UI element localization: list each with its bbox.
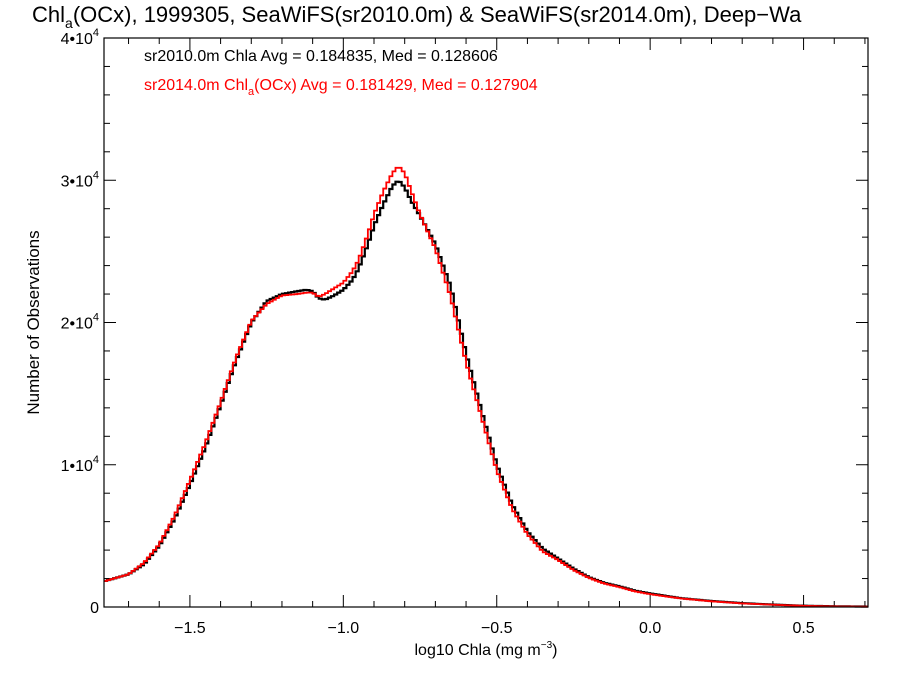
chart-title-main: Chl [32, 2, 65, 27]
y-tick-label-exponent: 4 [93, 312, 99, 324]
x-tick-label: 0.5 [792, 620, 814, 637]
x-tick-label: −0.5 [481, 620, 513, 637]
y-tick-label-base: 2•10 [61, 316, 93, 333]
legend-entry-text: sr2014.0m Chl [144, 77, 248, 94]
series-sr2010-line [104, 180, 868, 608]
chart-title-rest: (OCx), 1999305, SeaWiFS(sr2010.0m) & Sea… [73, 2, 802, 27]
y-tick-label-exponent: 4 [93, 27, 99, 39]
y-tick-label-base: 4•10 [61, 31, 93, 48]
x-axis-label-rest: ) [552, 642, 557, 659]
y-tick-label-base: 1•10 [61, 458, 93, 475]
legend-entry-rest: (OCx) Avg = 0.181429, Med = 0.127904 [254, 77, 538, 94]
y-tick-label-exponent: 4 [93, 169, 99, 181]
legend: sr2010.0m Chla Avg = 0.184835, Med = 0.1… [144, 48, 538, 98]
y-tick-label: 3•104 [61, 169, 99, 190]
chart-title-subscript: a [65, 15, 73, 31]
y-tick-label: 0 [90, 600, 99, 617]
y-tick-label: 2•104 [61, 312, 99, 333]
legend-entry-subscript: a [248, 86, 255, 98]
x-tick-label: 0.0 [639, 620, 661, 637]
y-tick-label: 1•104 [61, 454, 99, 475]
y-axis-label-group: Number of Observations [24, 230, 43, 414]
x-axis-label-superscript: −3 [541, 640, 553, 651]
y-tick-label-base: 3•10 [61, 173, 93, 190]
series-sr2014-line [104, 166, 868, 608]
legend-entry-text: sr2010.0m Chla Avg = 0.184835, Med = 0.1… [144, 48, 498, 65]
series-lines [104, 166, 868, 608]
x-axis-label: log10 Chla (mg m−3) [414, 640, 557, 659]
y-tick-label-exponent: 4 [93, 454, 99, 466]
y-tick-label: 4•104 [61, 27, 99, 48]
y-axis-label: Number of Observations [24, 230, 43, 414]
y-tick-label-base: 0 [90, 600, 99, 617]
x-tick-label: −1.5 [174, 620, 206, 637]
plot-frame [103, 37, 869, 608]
x-axis-label-main: log10 Chla (mg m [414, 642, 540, 659]
x-tick-label: −1.0 [328, 620, 360, 637]
chart-title: Chla(OCx), 1999305, SeaWiFS(sr2010.0m) &… [32, 2, 802, 31]
x-axis-label-group: log10 Chla (mg m−3) [414, 640, 557, 659]
legend-entry: sr2014.0m Chla(OCx) Avg = 0.181429, Med … [144, 77, 538, 98]
legend-entry: sr2010.0m Chla Avg = 0.184835, Med = 0.1… [144, 48, 498, 65]
